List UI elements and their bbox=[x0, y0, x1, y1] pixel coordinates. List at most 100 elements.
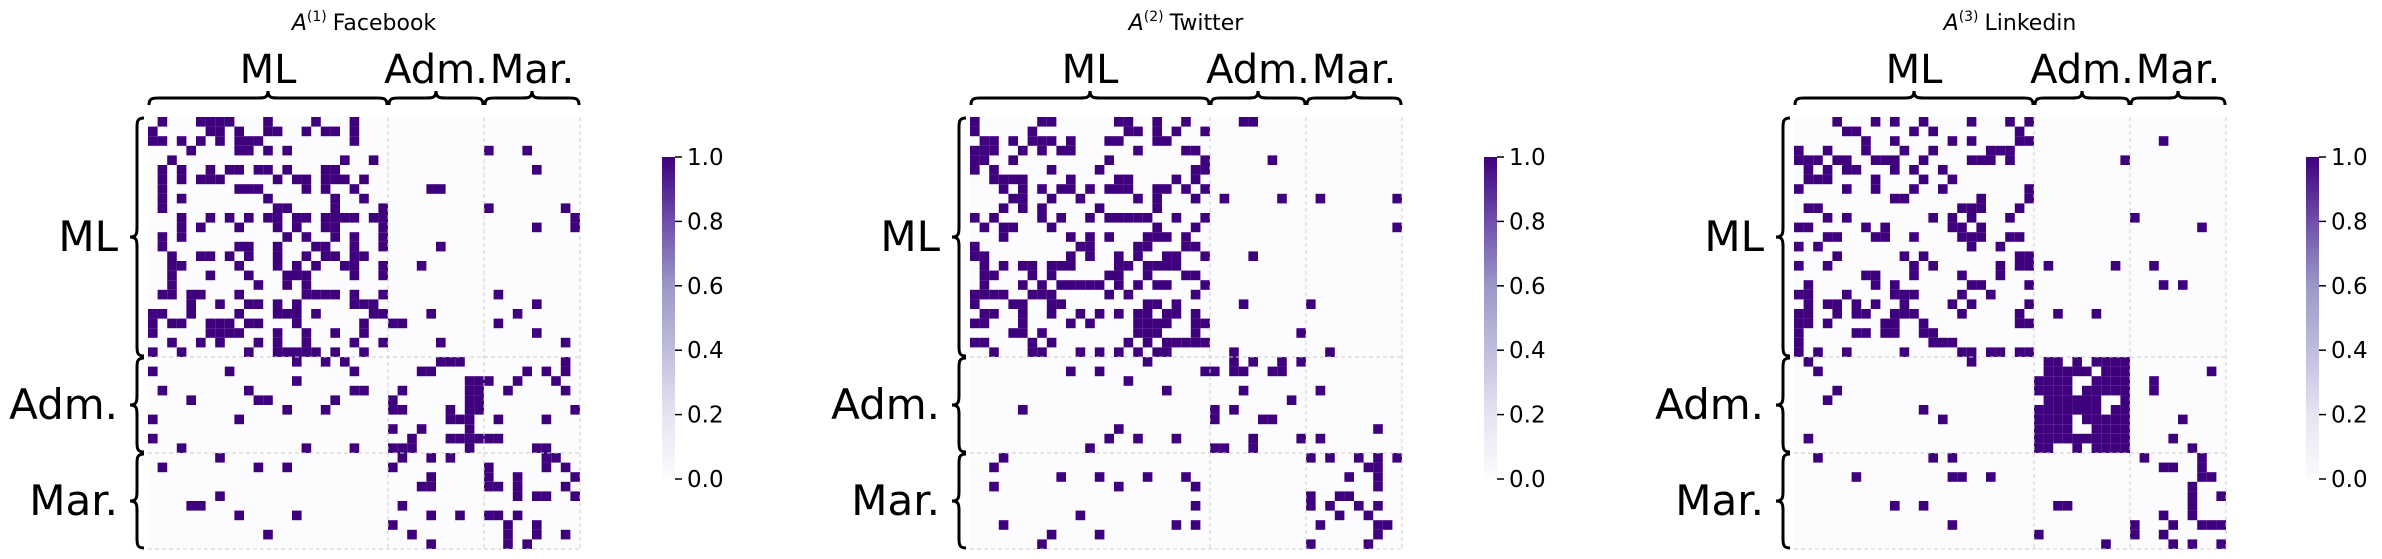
matrix-cell bbox=[349, 232, 360, 242]
matrix-cell bbox=[551, 453, 561, 463]
matrix-cell bbox=[253, 136, 264, 146]
matrix-cell bbox=[1056, 145, 1066, 156]
matrix-cell bbox=[1870, 232, 1881, 242]
matrix-cell bbox=[541, 453, 552, 463]
matrix-cell bbox=[282, 203, 292, 213]
matrix-cell bbox=[1842, 184, 1852, 194]
matrix-cell bbox=[1373, 453, 1383, 463]
matrix-cell bbox=[1851, 472, 1862, 482]
matrix-cell bbox=[493, 318, 504, 329]
matrix-cell bbox=[1190, 318, 1201, 329]
matrix-cell bbox=[2110, 443, 2121, 453]
matrix-cell bbox=[157, 385, 168, 396]
matrix-cell bbox=[2120, 155, 2130, 165]
top-group-label: Adm. bbox=[1206, 47, 1310, 93]
matrix-cell bbox=[359, 328, 369, 338]
matrix-cell bbox=[1190, 309, 1201, 319]
matrix-cell bbox=[541, 491, 552, 501]
matrix-cell bbox=[503, 385, 513, 396]
matrix-cell bbox=[426, 184, 436, 194]
matrix-cell bbox=[1976, 232, 1986, 242]
matrix-cell bbox=[1803, 318, 1814, 329]
matrix-cell bbox=[1200, 337, 1210, 348]
matrix-cell bbox=[1123, 289, 1134, 300]
matrix-cell bbox=[1928, 261, 1938, 271]
matrix-cell bbox=[407, 433, 417, 444]
matrix-cell bbox=[301, 443, 312, 453]
matrix-cell bbox=[2091, 395, 2102, 405]
matrix-cell bbox=[1027, 126, 1038, 137]
matrix-cell bbox=[1008, 222, 1018, 233]
matrix-cell bbox=[1354, 453, 1364, 463]
matrix-cell bbox=[378, 232, 388, 242]
matrix-cell bbox=[522, 366, 532, 377]
matrix-cell bbox=[979, 261, 990, 271]
matrix-cell bbox=[1200, 155, 1210, 165]
matrix-cell bbox=[2053, 424, 2063, 434]
matrix-cell bbox=[1976, 280, 1986, 290]
matrix-cell bbox=[349, 443, 360, 453]
matrix-cell bbox=[1152, 203, 1162, 213]
matrix-cell bbox=[493, 414, 504, 425]
matrix-cell bbox=[224, 165, 235, 175]
matrix-cell bbox=[1928, 328, 1938, 338]
matrix-cell bbox=[301, 337, 312, 348]
matrix-cell bbox=[234, 145, 244, 156]
matrix-cell bbox=[330, 328, 340, 338]
matrix-cell bbox=[1027, 337, 1038, 348]
matrix-cell bbox=[1046, 193, 1057, 204]
matrix-cell bbox=[253, 318, 264, 329]
matrix-cell bbox=[1162, 251, 1172, 261]
matrix-cell bbox=[1238, 366, 1249, 377]
matrix-cell bbox=[2110, 405, 2121, 415]
matrix-cell bbox=[1918, 155, 1929, 165]
matrix-cell bbox=[2043, 376, 2054, 386]
matrix-cell bbox=[1976, 222, 1986, 233]
matrix-cell bbox=[1286, 395, 1297, 405]
matrix-cell bbox=[1822, 318, 1833, 329]
matrix-cell bbox=[1373, 520, 1383, 530]
matrix-cell bbox=[2043, 357, 2054, 367]
matrix-cell bbox=[1094, 165, 1105, 175]
colorbar-tick-label: 0.8 bbox=[2331, 209, 2368, 235]
matrix-cell bbox=[388, 520, 398, 530]
matrix-cell bbox=[2024, 117, 2034, 127]
matrix-cell bbox=[2197, 472, 2207, 482]
matrix-cell bbox=[560, 366, 571, 377]
matrix-cell bbox=[1171, 261, 1182, 271]
matrix-cell bbox=[2034, 424, 2044, 434]
matrix-cell bbox=[1171, 520, 1182, 530]
matrix-cell bbox=[2043, 443, 2054, 453]
matrix-cell bbox=[1306, 299, 1316, 309]
matrix-cell bbox=[224, 117, 235, 127]
matrix-cell bbox=[1890, 328, 1900, 338]
matrix-cell bbox=[1104, 155, 1114, 165]
matrix-cell bbox=[2120, 424, 2130, 434]
matrix-cell bbox=[2158, 280, 2169, 290]
matrix-cell bbox=[1190, 241, 1201, 252]
matrix-cell bbox=[1008, 299, 1018, 309]
matrix-cell bbox=[1018, 318, 1028, 329]
matrix-cell bbox=[1899, 309, 1910, 319]
matrix-cell bbox=[2120, 385, 2130, 396]
matrix-cell bbox=[464, 414, 475, 425]
matrix-cell bbox=[311, 117, 321, 127]
matrix-cell bbox=[378, 213, 388, 223]
matrix-background bbox=[970, 117, 1402, 549]
matrix-cell bbox=[1229, 357, 1239, 367]
matrix-cell bbox=[493, 289, 504, 300]
matrix-cell bbox=[1027, 347, 1038, 357]
matrix-cell bbox=[2206, 366, 2217, 377]
matrix-cell bbox=[1190, 193, 1201, 204]
matrix-cell bbox=[2120, 405, 2130, 415]
matrix-cell bbox=[970, 299, 980, 309]
matrix-cell bbox=[1075, 309, 1086, 319]
matrix-cell bbox=[1832, 117, 1842, 127]
matrix-cell bbox=[2062, 424, 2073, 434]
matrix-cell bbox=[2024, 261, 2034, 271]
matrix-cell bbox=[1870, 184, 1881, 194]
matrix-cell bbox=[1104, 270, 1114, 281]
matrix-cell bbox=[2053, 405, 2063, 415]
matrix-cell bbox=[263, 395, 273, 405]
matrix-cell bbox=[979, 222, 990, 233]
